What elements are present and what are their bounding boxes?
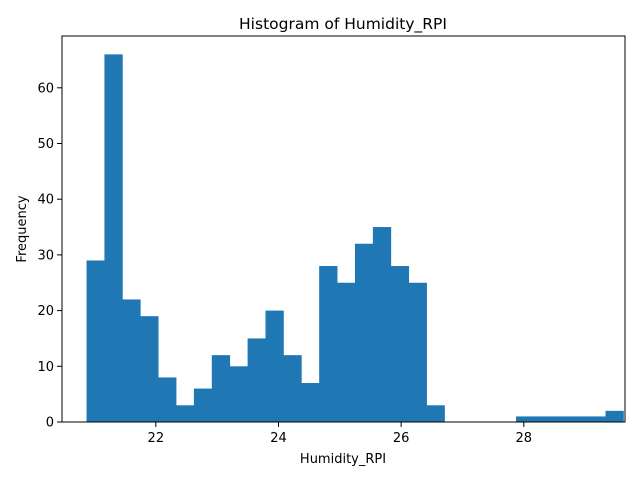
histogram-bar [551,416,571,422]
histogram-bar [86,260,105,422]
chart-title: Histogram of Humidity_RPI [239,15,447,34]
y-tick-label: 40 [37,193,54,208]
histogram-bar [354,243,374,422]
histogram-bar [390,266,410,422]
histogram-bar [265,310,284,422]
histogram-bar [176,405,195,422]
x-axis-ticks: 22 24 26 28 [148,422,533,446]
bars-group [86,54,624,422]
x-tick-label: 24 [270,431,287,446]
histogram-bar [605,410,624,422]
histogram-bar [569,416,589,422]
histogram-bar [587,416,606,422]
histogram-bar [247,338,266,422]
histogram-bar [426,405,445,422]
y-tick-label: 60 [37,81,54,96]
histogram-bar [122,299,141,422]
y-tick-label: 20 [37,304,54,319]
histogram-bar [158,377,177,422]
histogram-bar [211,355,231,422]
y-tick-label: 0 [46,416,54,431]
histogram-bar [283,355,302,422]
x-tick-label: 26 [393,431,410,446]
x-tick-label: 22 [148,431,165,446]
histogram-bar [319,266,338,422]
x-tick-label: 28 [516,431,533,446]
plot-frame [61,35,626,423]
y-tick-label: 50 [37,137,54,152]
y-axis-label: Frequency [15,195,30,262]
y-axis-ticks: 0 10 20 30 40 50 60 [37,81,62,431]
histogram-bar [372,227,392,422]
histogram-bar [193,388,213,422]
y-tick-label: 30 [37,248,54,263]
x-axis-label: Humidity_RPI [300,452,386,467]
y-tick-label: 10 [37,360,54,375]
histogram-bar [337,282,356,422]
histogram-bar [301,383,320,422]
histogram-bar [229,366,248,422]
histogram-bar [140,316,159,422]
histogram-bar [408,282,427,422]
histogram-bar [533,416,553,422]
histogram-bar [516,416,535,422]
histogram-bar [104,54,123,422]
